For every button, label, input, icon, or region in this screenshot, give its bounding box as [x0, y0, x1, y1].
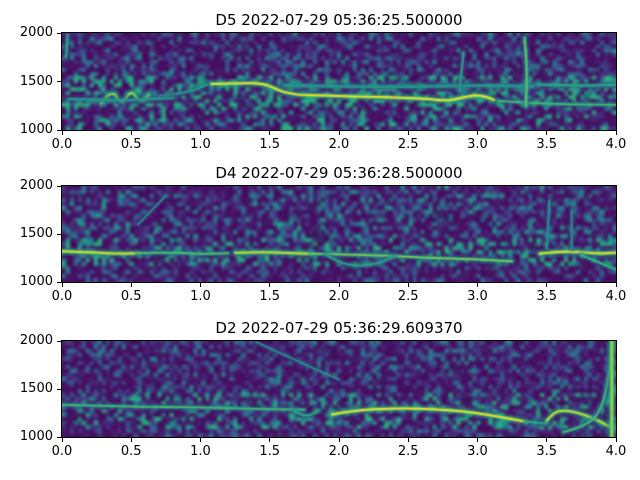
y-tick-label: 1500 [19, 226, 53, 241]
x-tick-label: 4.0 [605, 444, 627, 459]
y-tick-label: 1500 [19, 381, 53, 396]
y-tick-label: 1500 [19, 73, 53, 89]
x-tick-label: 0.0 [51, 137, 73, 152]
x-tick-label: 2.5 [397, 444, 419, 459]
x-tick-label: 2.0 [328, 137, 350, 152]
x-tick-label: 0.5 [120, 289, 142, 304]
x-tick-mark [546, 283, 548, 287]
subplot-d5-axes [61, 32, 617, 131]
x-tick-label: 4.0 [605, 289, 627, 304]
y-tick-mark [57, 185, 61, 187]
y-tick-label: 1000 [19, 274, 53, 289]
x-tick-label: 3.5 [536, 137, 558, 152]
x-tick-label: 3.0 [467, 137, 488, 152]
subplot-d4-axes [61, 185, 617, 283]
subplot-d4-spectrogram-canvas [62, 186, 616, 282]
x-tick-label: 1.0 [190, 444, 211, 459]
x-tick-mark [61, 438, 63, 442]
subplot-d5-spectrogram-canvas [62, 33, 616, 130]
x-tick-mark [269, 131, 271, 135]
x-tick-label: 4.0 [605, 137, 627, 152]
x-tick-label: 0.5 [120, 444, 142, 459]
y-tick-mark [57, 281, 61, 283]
x-tick-label: 1.5 [259, 444, 281, 459]
x-tick-mark [61, 283, 63, 287]
x-tick-label: 1.0 [190, 289, 211, 304]
x-tick-mark [61, 131, 63, 135]
y-tick-label: 2000 [19, 178, 53, 193]
x-tick-mark [200, 438, 201, 442]
subplot-d2-title: D2 2022-07-29 05:36:29.609370 [215, 319, 463, 337]
x-tick-mark [200, 283, 201, 287]
x-tick-mark [338, 438, 340, 442]
x-tick-label: 1.0 [190, 137, 211, 152]
y-tick-mark [57, 32, 61, 34]
x-tick-mark [477, 283, 478, 287]
x-tick-label: 0.0 [51, 289, 73, 304]
subplot-d5-title: D5 2022-07-29 05:36:25.500000 [215, 11, 463, 29]
x-tick-mark [338, 283, 340, 287]
x-tick-mark [477, 438, 478, 442]
x-tick-mark [407, 131, 409, 135]
x-tick-label: 0.0 [51, 444, 73, 459]
x-tick-mark [269, 438, 271, 442]
x-tick-label: 3.5 [536, 289, 558, 304]
subplot-d2-axes [61, 340, 617, 438]
y-tick-mark [57, 340, 61, 342]
x-tick-label: 2.5 [397, 289, 419, 304]
y-tick-mark [57, 233, 61, 235]
x-tick-mark [477, 131, 478, 135]
x-tick-mark [407, 283, 409, 287]
x-tick-mark [130, 438, 132, 442]
x-tick-mark [615, 438, 617, 442]
x-tick-mark [338, 131, 340, 135]
x-tick-mark [407, 438, 409, 442]
x-tick-label: 2.0 [328, 289, 350, 304]
y-tick-mark [57, 388, 61, 390]
x-tick-label: 2.5 [397, 137, 419, 152]
y-tick-mark [57, 129, 61, 131]
y-tick-label: 1000 [19, 429, 53, 444]
x-tick-mark [130, 283, 132, 287]
y-tick-mark [57, 81, 61, 82]
x-tick-label: 2.0 [328, 444, 350, 459]
x-tick-label: 3.5 [536, 444, 558, 459]
y-tick-mark [57, 436, 61, 438]
x-tick-label: 1.5 [259, 289, 281, 304]
x-tick-label: 0.5 [120, 137, 142, 152]
x-tick-mark [615, 283, 617, 287]
x-tick-label: 3.0 [467, 444, 488, 459]
subplot-d2-spectrogram-canvas [62, 341, 616, 437]
x-tick-mark [546, 131, 548, 135]
y-tick-label: 1000 [19, 122, 53, 137]
subplot-d4-title: D4 2022-07-29 05:36:28.500000 [215, 164, 463, 182]
x-tick-mark [269, 283, 271, 287]
x-tick-mark [546, 438, 548, 442]
y-tick-label: 2000 [19, 25, 53, 40]
y-tick-label: 2000 [19, 333, 53, 348]
x-tick-label: 1.5 [259, 137, 281, 152]
x-tick-label: 3.0 [467, 289, 488, 304]
x-tick-mark [200, 131, 201, 135]
x-tick-mark [615, 131, 617, 135]
x-tick-mark [130, 131, 132, 135]
